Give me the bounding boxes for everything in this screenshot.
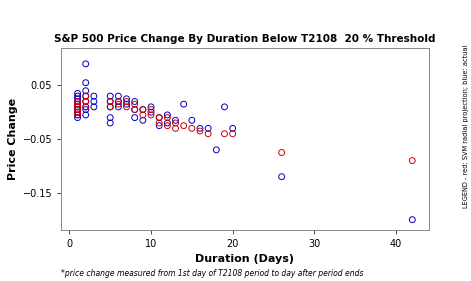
Point (229, 132, 236, 136)
Point (180, 123, 187, 128)
Point (82, 80, 89, 85)
Point (131, 107, 138, 112)
Point (82, 99, 89, 104)
Point (155, 115, 163, 120)
Point (74, 97, 81, 101)
Point (114, 94, 122, 98)
Point (74, 110, 81, 114)
Point (131, 107, 138, 112)
Point (147, 107, 155, 112)
Point (82, 62, 89, 66)
Point (106, 115, 114, 120)
Point (82, 113, 89, 117)
Point (180, 102, 187, 106)
Point (172, 118, 179, 123)
Point (114, 105, 122, 109)
Point (221, 105, 228, 109)
Point (196, 126, 204, 131)
Point (147, 110, 155, 114)
Point (188, 118, 195, 123)
Point (114, 99, 122, 104)
Point (106, 94, 114, 98)
Point (131, 99, 138, 104)
Point (163, 121, 171, 125)
Point (163, 123, 171, 128)
Point (408, 217, 416, 222)
Point (106, 121, 114, 125)
Point (139, 107, 146, 112)
Point (147, 105, 155, 109)
Point (196, 129, 204, 133)
Point (74, 105, 81, 109)
Point (82, 94, 89, 98)
Point (131, 115, 138, 120)
Point (163, 115, 171, 120)
Point (139, 107, 146, 112)
Point (74, 102, 81, 106)
Point (408, 158, 416, 163)
Point (74, 107, 81, 112)
Point (163, 113, 171, 117)
X-axis label: Duration (Days): Duration (Days) (195, 254, 294, 264)
Point (74, 105, 81, 109)
Point (74, 113, 81, 117)
Point (82, 105, 89, 109)
Point (82, 99, 89, 104)
Point (229, 126, 236, 131)
Point (114, 99, 122, 104)
Point (155, 121, 163, 125)
Point (221, 132, 228, 136)
Point (82, 89, 89, 93)
Text: LEGEND - red: SVM radial projection; blue: actual: LEGEND - red: SVM radial projection; blu… (463, 45, 469, 208)
Point (172, 126, 179, 131)
Point (74, 113, 81, 117)
Point (74, 99, 81, 104)
Point (278, 175, 285, 179)
Point (82, 107, 89, 112)
Text: *price change measured from 1st day of T2108 period to day after period ends: *price change measured from 1st day of T… (61, 269, 363, 278)
Point (131, 102, 138, 106)
Point (90, 99, 97, 104)
Point (204, 132, 212, 136)
Point (74, 94, 81, 98)
Point (123, 105, 130, 109)
Point (123, 99, 130, 104)
Point (204, 126, 212, 131)
Point (123, 97, 130, 101)
Point (147, 113, 155, 117)
Point (74, 110, 81, 114)
Point (139, 113, 146, 117)
Point (114, 102, 122, 106)
Point (106, 99, 114, 104)
Point (106, 99, 114, 104)
Point (188, 126, 195, 131)
Point (139, 118, 146, 123)
Point (106, 105, 114, 109)
Point (123, 102, 130, 106)
Y-axis label: Price Change: Price Change (8, 98, 18, 180)
Point (74, 115, 81, 120)
Point (155, 123, 163, 128)
Point (212, 148, 220, 152)
Title: S&P 500 Price Change By Duration Below T2108  20 % Threshold: S&P 500 Price Change By Duration Below T… (54, 34, 436, 44)
Point (172, 121, 179, 125)
Point (278, 150, 285, 155)
Point (90, 105, 97, 109)
Point (74, 91, 81, 96)
Point (155, 115, 163, 120)
Point (82, 105, 89, 109)
Point (82, 94, 89, 98)
Point (74, 99, 81, 104)
Point (106, 105, 114, 109)
Point (90, 94, 97, 98)
Point (74, 102, 81, 106)
Point (74, 107, 81, 112)
